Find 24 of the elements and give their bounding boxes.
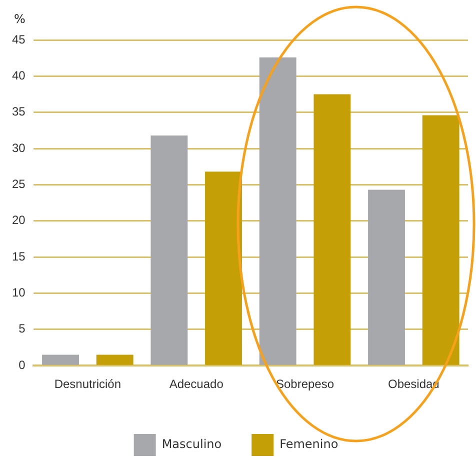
x-tick-label: Adecuado — [169, 377, 224, 392]
y-tick-label: 5 — [18, 322, 26, 336]
y-tick-label: 20 — [12, 213, 26, 228]
bar — [205, 172, 242, 365]
bar — [259, 57, 296, 365]
y-tick-label: 45 — [12, 32, 26, 46]
x-tick-label: Sobrepeso — [276, 377, 334, 392]
y-tick-label: 30 — [12, 140, 26, 155]
bar — [422, 115, 460, 365]
y-tick-label: 10 — [12, 286, 26, 300]
bar — [96, 354, 134, 365]
y-tick-label: 15 — [12, 249, 26, 264]
bar — [42, 354, 79, 365]
legend-label: Femenino — [280, 437, 338, 452]
y-axis-title: % — [14, 12, 26, 26]
y-tick-label: 25 — [12, 177, 26, 192]
y-tick-label: 0 — [18, 358, 26, 372]
y-tick-label: 35 — [12, 104, 26, 119]
legend-label: Masculino — [162, 437, 222, 452]
bar — [368, 190, 405, 365]
y-tick-label: 40 — [12, 68, 26, 82]
x-tick-label: Desnutrición — [54, 377, 122, 392]
bar — [314, 94, 351, 365]
bar — [150, 136, 188, 365]
